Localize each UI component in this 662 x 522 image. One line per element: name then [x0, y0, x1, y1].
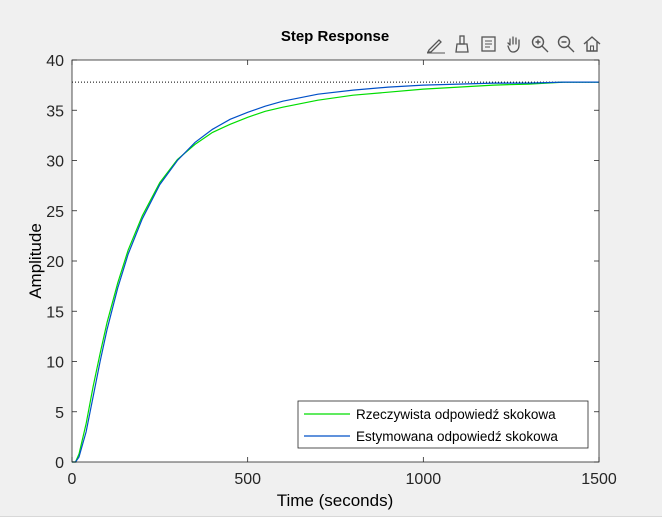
x-tick-label: 0: [68, 471, 77, 488]
restore-view-button[interactable]: [580, 32, 604, 56]
y-tick-label: 40: [46, 53, 64, 70]
y-tick-label: 15: [46, 304, 64, 321]
brush-button[interactable]: [450, 32, 474, 56]
axes-toolbar: [424, 32, 604, 56]
y-tick-label: 0: [55, 455, 64, 472]
legend-entry: Estymowana odpowiedź skokowa: [356, 429, 558, 444]
y-tick-label: 25: [46, 204, 64, 221]
y-tick-label: 20: [46, 254, 64, 271]
x-tick-label: 1500: [581, 471, 617, 488]
edit-plot-button[interactable]: [424, 32, 448, 56]
axes-background: [72, 60, 599, 462]
data-tips-button[interactable]: [476, 32, 500, 56]
zoom-in-button[interactable]: [528, 32, 552, 56]
y-axis-label: Amplitude: [26, 223, 45, 299]
zoom-in-icon: [531, 35, 549, 53]
y-tick-label: 10: [46, 355, 64, 372]
x-tick-label: 1000: [406, 471, 442, 488]
pan-hand-icon: [507, 36, 520, 53]
data-tips-icon: [481, 36, 496, 52]
edit-plot-icon: [426, 39, 445, 54]
x-axis-label: Time (seconds): [277, 491, 394, 510]
zoom-out-icon: [557, 35, 575, 53]
pan-button[interactable]: [502, 32, 526, 56]
axes-layer: 0 500 1000 1500 0 5 10 15 20 25 30 35 40: [46, 53, 617, 488]
y-tick-label: 35: [46, 103, 64, 120]
brush-icon: [455, 35, 469, 53]
legend-box: [297, 400, 589, 449]
bottom-editor-strip: [0, 516, 662, 522]
zoom-out-button[interactable]: [554, 32, 578, 56]
plot-area[interactable]: [72, 81, 599, 463]
legend-entry: Rzeczywista odpowiedź skokowa: [356, 407, 556, 422]
chart-title: Step Response: [281, 28, 389, 45]
x-tick-label: 500: [234, 471, 261, 488]
home-restore-icon: [583, 36, 601, 52]
series-line-1[interactable]: [72, 81, 599, 463]
y-tick-label: 30: [46, 154, 64, 171]
y-tick-label: 5: [55, 405, 64, 422]
legend[interactable]: Rzeczywista odpowiedź skokowa Estymowana …: [297, 400, 589, 449]
series-line-2[interactable]: [72, 81, 599, 463]
